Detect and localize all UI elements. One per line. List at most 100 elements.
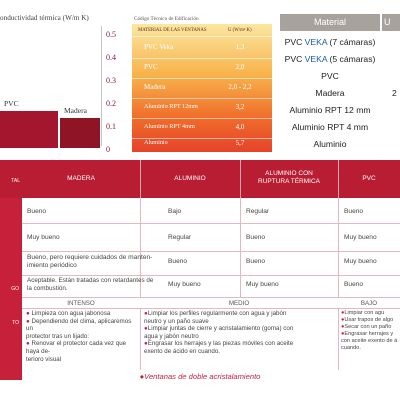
material-name: Aluminio — [313, 139, 347, 149]
comparison-left-header: TAL — [11, 178, 20, 184]
table-row — [22, 198, 400, 224]
u-table-divider — [132, 98, 272, 99]
maintenance-aluminio: ●Limpiar los perfiles regularmente con a… — [144, 310, 294, 355]
material-detail: (7 cámaras) — [327, 37, 376, 47]
maintenance-item: Secar con un paño — [344, 324, 392, 330]
chart-tick-label: 0.5 — [106, 30, 116, 39]
material-row: Aluminio — [280, 136, 380, 153]
chart-title: onductividad térmica (W/m K) — [0, 14, 89, 22]
footer-caption: ●Ventanas de doble acristalamiento — [139, 372, 261, 381]
u-table-value: 2,0 — [235, 63, 245, 71]
chart-bar-label: PVC — [4, 99, 19, 109]
table-cell: Bueno — [246, 234, 266, 241]
maintenance-item: Limpiar con agu — [344, 310, 385, 316]
u-table-material: PVC Veka — [144, 43, 174, 51]
material-row: Madera — [280, 85, 380, 102]
table-cell: Aceptable. Están tratadas con retardante… — [27, 277, 154, 292]
u-table-header-u: U (W/m² K) — [228, 28, 252, 33]
chart-y-axis — [101, 26, 102, 146]
u-table-divider — [132, 36, 272, 37]
maintenance-madera: ● Limpieza con agua jabonosa ● Dependien… — [26, 310, 132, 363]
chart-bar-pvc — [0, 111, 58, 148]
maintenance-item: Engrasar los herrajes y las piezas móvil… — [144, 340, 294, 355]
material-row: PVC VEKA (5 cámaras) — [280, 51, 380, 68]
table-cell: Muy bueno — [344, 234, 377, 241]
material-name: Aluminio RPT 12 mm — [289, 105, 371, 115]
maintenance-item: Limpiar los perfiles regularmente con ag… — [144, 310, 287, 325]
maintenance-pvc: ●Limpiar con agu ●Usar trapos de algo ●S… — [341, 310, 398, 351]
material-name: PVC — [284, 37, 305, 47]
table-row — [22, 252, 400, 276]
comparison-table: TAL MADERA ALUMINIO ALUMINIO CON RUPTURA… — [0, 160, 400, 400]
grid-line — [240, 198, 241, 298]
grid-line — [338, 198, 339, 298]
u-value-table: MATERIAL DE LAS VENTANAS U (W/m² K) PVC … — [132, 24, 272, 152]
material-name: PVC — [284, 54, 305, 64]
comparison-header-band — [0, 160, 400, 198]
u-table-material: Aluminio RPT 4mm — [144, 123, 195, 130]
column-divider — [240, 160, 241, 198]
material-row: PVC — [280, 68, 380, 85]
u-table-value: 2,0 - 2,2 — [228, 83, 252, 91]
material-row: PVC VEKA (7 cámaras) — [280, 34, 380, 51]
table-cell: Bajo — [168, 208, 182, 215]
column-header-aluminio-rpt: ALUMINIO CON RUPTURA TÉRMICA — [258, 170, 320, 185]
grid-line — [338, 308, 339, 370]
u-table-divider — [132, 138, 272, 139]
column-divider — [338, 160, 339, 198]
u-table-row: PVC 2,0 — [132, 60, 272, 77]
u-table-divider — [132, 78, 272, 79]
column-header-aluminio: ALUMINIO — [174, 175, 206, 182]
chart-bar-madera — [60, 118, 100, 148]
grid-line — [140, 198, 141, 298]
u-table-row: Madera 2,0 - 2,2 — [132, 80, 272, 97]
brand-name: VEKA — [304, 54, 328, 64]
material-name: PVC — [321, 71, 339, 81]
u-table-value: 3,2 — [235, 103, 245, 111]
table-cell: Muy bueno — [344, 258, 377, 265]
maintenance-item: Limpieza con agua jabonosa — [31, 310, 111, 317]
u-table-value: 5,7 — [235, 139, 245, 147]
chart-bar-label: Madera — [64, 106, 87, 116]
maintenance-item: Limpiar juntas de cierre y acristalamien… — [144, 325, 294, 340]
table-cell: Bueno — [27, 208, 47, 215]
maintenance-item: Dependiendo del clima, aplicaremos un pr… — [26, 317, 132, 340]
column-header-pvc: PVC — [362, 175, 376, 182]
table-cell: Muy bueno — [246, 281, 279, 288]
material-name: Madera — [315, 88, 345, 98]
u-table-value: 1,3 — [235, 43, 245, 51]
level-intenso: INTENSO — [67, 300, 95, 307]
table-cell: Bueno — [344, 208, 364, 215]
chart-tick-label: 0.2 — [106, 99, 116, 108]
u-table-row: PVC Veka 1,3 — [132, 40, 272, 57]
thermal-conductivity-chart: onductividad térmica (W/m K) 0.5 0.4 0.3… — [0, 0, 128, 160]
row-label: GO — [11, 286, 19, 292]
material-list: Material U PVC VEKA (7 cámaras) PVC VEKA… — [280, 14, 400, 150]
row-label-column: GO TO — [0, 198, 22, 380]
u-table-value: 4,0 — [235, 123, 245, 131]
grid-line — [22, 308, 400, 309]
u-table-title: Código Técnico de Edificación — [134, 16, 199, 22]
u-table-material: PVC — [144, 63, 158, 71]
maintenance-item: Renovar el protector cada vez que haya d… — [26, 340, 127, 363]
column-divider — [140, 160, 141, 198]
u-table-material: Madera — [144, 83, 166, 91]
table-cell: Bueno — [344, 281, 364, 288]
chart-tick-label: 0.3 — [106, 76, 116, 85]
table-cell: Bueno — [168, 258, 188, 265]
material-header-u: U — [382, 14, 400, 31]
table-cell: Bueno, pero requiere cuidados de manten-… — [27, 254, 153, 269]
table-cell: Bueno — [246, 258, 266, 265]
chart-tick-label: 0 — [106, 145, 110, 154]
material-detail: (5 cámaras) — [327, 54, 376, 64]
table-row — [22, 276, 400, 298]
u-table-row: Aluminio RPT 12mm 3,2 — [132, 100, 272, 117]
material-header: Material — [280, 14, 380, 31]
u-table-divider — [132, 118, 272, 119]
chart-tick-label: 0.1 — [106, 122, 116, 131]
u-table-material: Aluminio RPT 12mm — [144, 103, 198, 110]
maintenance-item: Engrasar herrajes y con aceite exento de… — [341, 331, 398, 351]
brand-name: VEKA — [304, 37, 328, 47]
row-label: TO — [12, 320, 19, 326]
chart-tick-label: 0.4 — [106, 53, 116, 62]
